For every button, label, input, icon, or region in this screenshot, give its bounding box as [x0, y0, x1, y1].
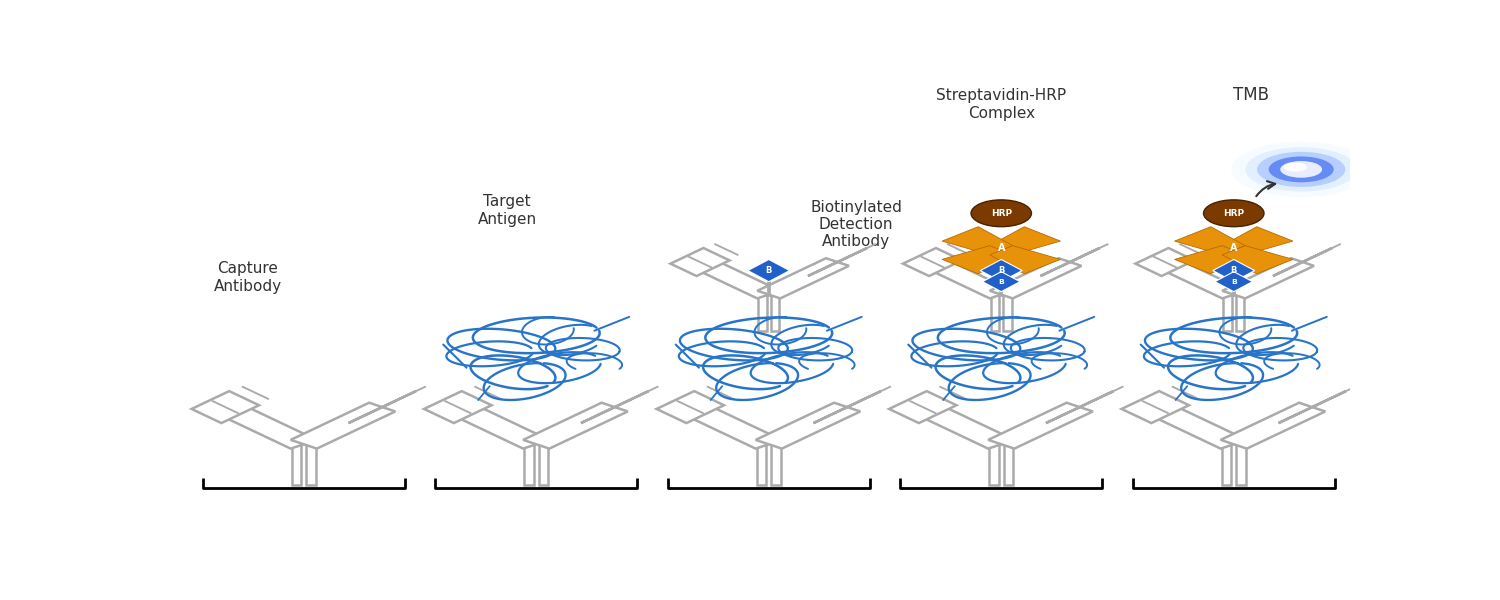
- FancyBboxPatch shape: [538, 444, 549, 485]
- Circle shape: [1269, 157, 1334, 182]
- Polygon shape: [982, 272, 1020, 292]
- Polygon shape: [1174, 227, 1245, 255]
- FancyBboxPatch shape: [1221, 444, 1232, 485]
- Polygon shape: [670, 248, 729, 276]
- FancyBboxPatch shape: [1004, 295, 1013, 331]
- Circle shape: [1284, 163, 1306, 172]
- Polygon shape: [903, 248, 962, 276]
- Polygon shape: [756, 403, 861, 449]
- Text: HRP: HRP: [990, 209, 1012, 218]
- Polygon shape: [192, 391, 260, 423]
- Text: B: B: [998, 266, 1005, 275]
- FancyBboxPatch shape: [771, 295, 780, 331]
- Polygon shape: [1136, 248, 1194, 276]
- Polygon shape: [942, 245, 1012, 274]
- FancyBboxPatch shape: [1222, 295, 1232, 331]
- Polygon shape: [990, 258, 1082, 298]
- Polygon shape: [1214, 259, 1254, 281]
- Polygon shape: [990, 227, 1060, 255]
- Polygon shape: [909, 403, 1014, 449]
- Ellipse shape: [1203, 200, 1264, 227]
- Polygon shape: [1222, 227, 1293, 255]
- Polygon shape: [291, 403, 396, 449]
- Text: Target
Antigen: Target Antigen: [477, 194, 537, 227]
- Polygon shape: [688, 258, 780, 298]
- Polygon shape: [1221, 403, 1326, 449]
- Text: B: B: [1230, 266, 1238, 275]
- FancyBboxPatch shape: [291, 444, 302, 485]
- Polygon shape: [211, 403, 316, 449]
- Polygon shape: [1222, 245, 1293, 274]
- Circle shape: [1245, 147, 1358, 191]
- FancyBboxPatch shape: [1236, 295, 1245, 331]
- Circle shape: [1232, 142, 1371, 197]
- Polygon shape: [990, 245, 1060, 274]
- Text: TMB: TMB: [1233, 86, 1269, 104]
- Polygon shape: [758, 258, 849, 298]
- Polygon shape: [1222, 258, 1314, 298]
- Polygon shape: [1274, 248, 1332, 276]
- FancyBboxPatch shape: [1236, 444, 1246, 485]
- Polygon shape: [981, 259, 1022, 281]
- Polygon shape: [657, 391, 724, 423]
- Polygon shape: [988, 403, 1094, 449]
- Text: HRP: HRP: [1222, 209, 1245, 218]
- Polygon shape: [890, 391, 957, 423]
- Polygon shape: [1174, 245, 1245, 274]
- Text: B: B: [765, 266, 772, 275]
- Polygon shape: [1122, 391, 1190, 423]
- FancyBboxPatch shape: [758, 295, 766, 331]
- Circle shape: [1257, 152, 1346, 187]
- Polygon shape: [921, 258, 1013, 298]
- Text: Streptavidin-HRP
Complex: Streptavidin-HRP Complex: [936, 88, 1066, 121]
- Text: Capture
Antibody: Capture Antibody: [214, 262, 282, 294]
- Polygon shape: [1142, 403, 1246, 449]
- Polygon shape: [444, 403, 549, 449]
- Polygon shape: [808, 248, 867, 276]
- FancyBboxPatch shape: [524, 444, 534, 485]
- Text: A: A: [998, 243, 1005, 253]
- Circle shape: [1280, 161, 1322, 178]
- Polygon shape: [1278, 391, 1346, 423]
- Polygon shape: [813, 391, 880, 423]
- Polygon shape: [748, 259, 789, 281]
- Text: B: B: [1232, 278, 1236, 284]
- Polygon shape: [348, 391, 416, 423]
- FancyBboxPatch shape: [990, 295, 999, 331]
- Polygon shape: [1215, 272, 1252, 292]
- FancyBboxPatch shape: [988, 444, 999, 485]
- Polygon shape: [1154, 258, 1245, 298]
- Polygon shape: [424, 391, 492, 423]
- Text: Biotinylated
Detection
Antibody: Biotinylated Detection Antibody: [810, 200, 901, 250]
- Polygon shape: [942, 227, 1012, 255]
- Text: B: B: [999, 278, 1004, 284]
- Text: A: A: [1230, 243, 1238, 253]
- Polygon shape: [580, 391, 648, 423]
- Polygon shape: [1046, 391, 1113, 423]
- FancyBboxPatch shape: [1004, 444, 1014, 485]
- FancyBboxPatch shape: [306, 444, 316, 485]
- Polygon shape: [524, 403, 628, 449]
- FancyBboxPatch shape: [756, 444, 766, 485]
- Ellipse shape: [970, 200, 1032, 227]
- Polygon shape: [676, 403, 782, 449]
- FancyBboxPatch shape: [771, 444, 782, 485]
- Polygon shape: [1041, 248, 1100, 276]
